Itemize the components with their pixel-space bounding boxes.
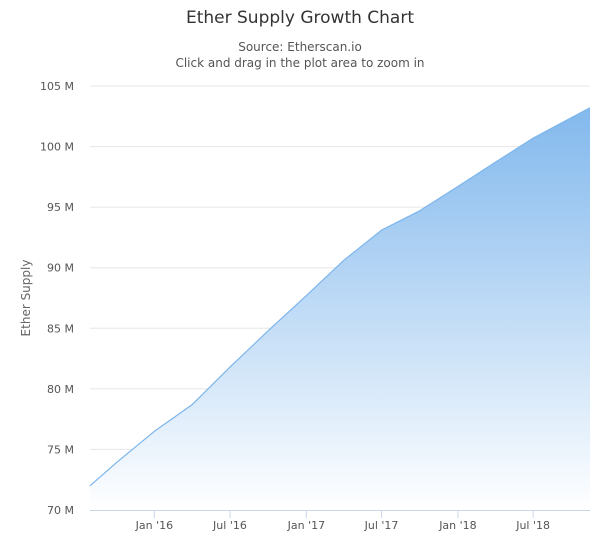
y-tick-label: 90 M (47, 262, 74, 275)
x-tick-label: Jul '18 (515, 519, 550, 532)
y-tick-label: 70 M (47, 504, 74, 517)
series-line (89, 107, 591, 487)
y-tick-label: 75 M (47, 443, 74, 456)
x-tick-label: Jan '18 (438, 519, 476, 532)
y-tick-label: 100 M (40, 141, 74, 154)
x-tick-label: Jul '16 (212, 519, 247, 532)
x-tick-label: Jan '17 (287, 519, 325, 532)
x-tick-label: Jul '17 (364, 519, 399, 532)
series-area (90, 107, 590, 511)
chart-subtitle-hint: Click and drag in the plot area to zoom … (175, 56, 425, 70)
chart-subtitle-source: Source: Etherscan.io (238, 40, 362, 54)
y-tick-label: 95 M (47, 201, 74, 214)
y-tick-label: 105 M (40, 80, 74, 93)
y-tick-label: 85 M (47, 322, 74, 335)
y-axis-title: Ether Supply (19, 260, 33, 337)
x-tick-label: Jan '16 (135, 519, 173, 532)
y-tick-label: 80 M (47, 383, 74, 396)
chart-title: Ether Supply Growth Chart (185, 8, 415, 28)
